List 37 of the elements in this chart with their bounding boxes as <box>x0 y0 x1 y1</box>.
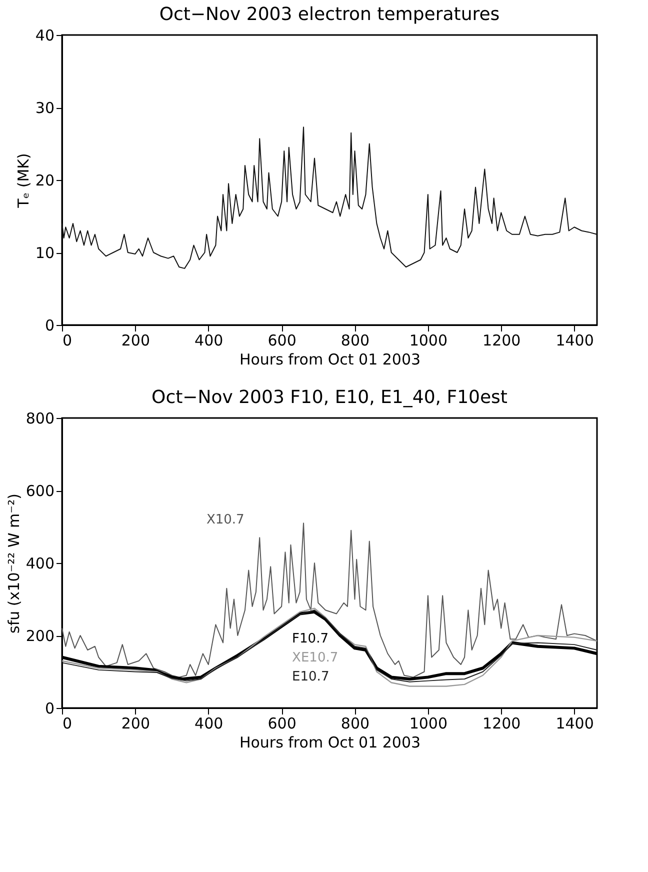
x-tick-label: 200 <box>121 714 150 732</box>
x-tick-label: 200 <box>121 332 150 350</box>
y-tick-label: 200 <box>26 627 54 645</box>
x-tick-label: 0 <box>62 714 72 732</box>
x-tick-label: 800 <box>340 714 370 732</box>
x-tick-label: 1400 <box>556 332 594 350</box>
x-tick-label: 400 <box>194 714 224 732</box>
y-tick-label: 800 <box>26 410 54 428</box>
chart-title: Oct−Nov 2003 electron temperatures <box>159 4 500 25</box>
y-tick-label: 30 <box>35 99 54 117</box>
x-tick-label: 1200 <box>482 714 521 732</box>
x-axis-title: Hours from Oct 01 2003 <box>239 350 421 368</box>
line-series <box>62 126 598 269</box>
x-tick-label: 1000 <box>409 714 448 732</box>
y-tick-label: 600 <box>26 482 54 500</box>
x-tick-label: 400 <box>194 332 224 350</box>
y-tick-label: 40 <box>35 26 54 44</box>
x-axis-title: Hours from Oct 01 2003 <box>239 734 421 752</box>
y-tick-label: 0 <box>44 700 54 718</box>
x-tick-label: 1200 <box>482 332 521 350</box>
series-label: F10.7 <box>292 631 328 646</box>
y-tick-label: 0 <box>44 316 54 334</box>
x-tick-label: 0 <box>62 332 72 350</box>
y-tick-label: 10 <box>35 244 54 262</box>
x-tick-label: 1000 <box>409 332 448 350</box>
text: E10.7 <box>292 669 330 684</box>
x-tick-label: 1400 <box>556 714 594 732</box>
series-label: X10.7 <box>206 512 244 528</box>
x-tick-label: 800 <box>340 332 370 350</box>
x-tick-label: 600 <box>268 332 296 350</box>
y-axis-title: Tₑ (MK) <box>14 153 32 209</box>
chart-title: Oct−Nov 2003 F10, E10, E1_40, F10est <box>152 387 508 408</box>
y-axis-title: sfu (x10⁻²² W m⁻²) <box>4 494 23 634</box>
y-tick-label: 20 <box>35 172 54 190</box>
x-tick-label: 600 <box>268 714 296 732</box>
y-tick-label: 400 <box>26 554 54 572</box>
series-label: XE10.7 <box>292 650 338 666</box>
